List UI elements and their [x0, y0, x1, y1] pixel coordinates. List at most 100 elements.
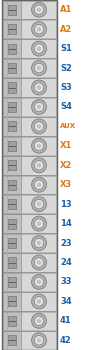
- Bar: [3, 292, 21, 310]
- Circle shape: [34, 121, 44, 131]
- Circle shape: [34, 44, 44, 54]
- Bar: [3, 98, 56, 116]
- Bar: [21, 331, 56, 350]
- Bar: [21, 195, 56, 214]
- Circle shape: [32, 99, 46, 114]
- Bar: [3, 78, 21, 97]
- Text: 23: 23: [60, 239, 72, 247]
- Text: X1: X1: [60, 141, 72, 150]
- Circle shape: [32, 41, 46, 56]
- Circle shape: [32, 314, 46, 328]
- Bar: [21, 253, 56, 272]
- Circle shape: [37, 183, 41, 187]
- Bar: [8, 63, 16, 73]
- Bar: [3, 215, 21, 233]
- Circle shape: [34, 219, 44, 229]
- Circle shape: [32, 61, 46, 76]
- Bar: [8, 5, 16, 15]
- Bar: [8, 335, 16, 345]
- Text: X2: X2: [60, 161, 72, 170]
- Bar: [8, 141, 16, 151]
- Bar: [21, 117, 56, 135]
- Bar: [21, 175, 56, 194]
- Circle shape: [32, 255, 46, 270]
- Bar: [8, 83, 16, 92]
- Circle shape: [37, 8, 41, 12]
- Bar: [21, 40, 56, 58]
- Circle shape: [37, 319, 41, 323]
- Bar: [3, 253, 56, 272]
- Bar: [3, 234, 56, 252]
- Circle shape: [37, 280, 41, 284]
- Circle shape: [37, 144, 41, 148]
- Bar: [3, 195, 56, 214]
- Circle shape: [32, 236, 46, 251]
- Bar: [3, 156, 56, 175]
- Text: A2: A2: [60, 25, 72, 34]
- Text: 34: 34: [60, 297, 72, 306]
- Circle shape: [32, 216, 46, 231]
- Bar: [8, 24, 16, 34]
- Bar: [8, 121, 16, 132]
- Bar: [8, 199, 16, 209]
- Bar: [3, 117, 56, 135]
- Circle shape: [37, 202, 41, 206]
- Bar: [3, 20, 56, 38]
- Bar: [3, 0, 56, 19]
- Circle shape: [37, 85, 41, 90]
- Text: 24: 24: [60, 258, 72, 267]
- Bar: [3, 40, 21, 58]
- Bar: [3, 215, 56, 233]
- Circle shape: [37, 163, 41, 167]
- Circle shape: [37, 27, 41, 31]
- Bar: [3, 40, 56, 58]
- Text: S1: S1: [60, 44, 72, 53]
- Text: 33: 33: [60, 278, 71, 286]
- Circle shape: [34, 160, 44, 170]
- Bar: [21, 98, 56, 116]
- Circle shape: [32, 274, 46, 289]
- Circle shape: [32, 177, 46, 192]
- Bar: [8, 43, 16, 54]
- Circle shape: [37, 299, 41, 303]
- Bar: [3, 175, 21, 194]
- Circle shape: [32, 2, 46, 17]
- Bar: [21, 234, 56, 252]
- Bar: [3, 59, 56, 77]
- Bar: [3, 253, 21, 272]
- Circle shape: [34, 258, 44, 267]
- Bar: [21, 0, 56, 19]
- Text: 14: 14: [60, 219, 72, 228]
- Circle shape: [34, 316, 44, 326]
- Bar: [2, 0, 57, 350]
- Bar: [2, 0, 57, 350]
- Bar: [3, 234, 21, 252]
- Circle shape: [37, 105, 41, 109]
- Circle shape: [32, 333, 46, 348]
- Text: 13: 13: [60, 199, 72, 209]
- Circle shape: [32, 22, 46, 36]
- Circle shape: [34, 277, 44, 287]
- Bar: [3, 195, 21, 214]
- Circle shape: [34, 102, 44, 112]
- Bar: [3, 175, 56, 194]
- Bar: [3, 59, 21, 77]
- Bar: [21, 312, 56, 330]
- Circle shape: [32, 119, 46, 134]
- Bar: [21, 20, 56, 38]
- Text: AUX: AUX: [60, 124, 76, 130]
- Bar: [21, 136, 56, 155]
- Bar: [3, 20, 21, 38]
- Text: S4: S4: [60, 103, 72, 111]
- Circle shape: [37, 222, 41, 226]
- Text: 42: 42: [60, 336, 72, 345]
- Bar: [3, 136, 56, 155]
- Bar: [3, 0, 21, 19]
- Bar: [3, 136, 21, 155]
- Bar: [3, 117, 21, 135]
- Circle shape: [34, 238, 44, 248]
- Bar: [3, 156, 21, 175]
- Bar: [8, 160, 16, 170]
- Bar: [21, 156, 56, 175]
- Circle shape: [32, 139, 46, 153]
